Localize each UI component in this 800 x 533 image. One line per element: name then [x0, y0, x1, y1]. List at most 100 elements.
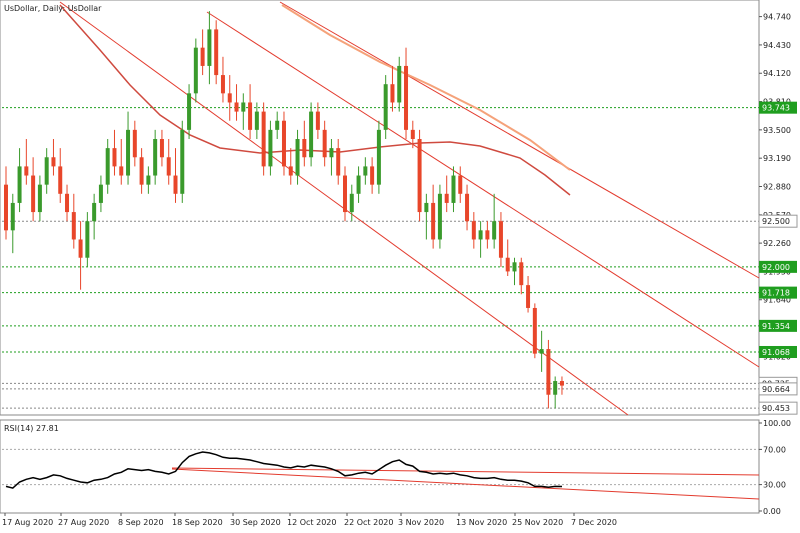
level-tag-label: 91.718	[762, 289, 790, 298]
candle-body	[390, 84, 395, 103]
candle-body	[227, 93, 232, 103]
candle-body	[254, 111, 259, 130]
candle-body	[465, 193, 470, 222]
candle-body	[207, 29, 212, 66]
chart-title: UsDollar, Daily: UsDollar	[4, 4, 102, 13]
candle-body	[17, 166, 22, 203]
price-tick-label: 94.430	[763, 41, 791, 50]
candle-body	[539, 349, 544, 354]
price-tick-label: 94.740	[763, 13, 791, 22]
candle-body	[404, 65, 409, 130]
candle-body	[546, 349, 551, 395]
level-tag-box	[758, 214, 798, 228]
candle-body	[451, 175, 456, 203]
price-tick-label: 93.500	[763, 126, 791, 135]
time-tick-label: 13 Nov 2020	[456, 518, 507, 527]
channel-upper-line	[279, 1, 760, 279]
candle-body	[173, 175, 178, 194]
rsi-title: RSI(14) 27.81	[4, 424, 59, 433]
candle-body	[180, 129, 185, 194]
candle-body	[51, 157, 56, 167]
ma-fast-line	[59, 4, 571, 196]
candle-body	[200, 47, 205, 66]
candle-body	[44, 157, 49, 185]
time-tick-label: 17 Aug 2020	[2, 518, 53, 527]
candle-body	[105, 148, 110, 185]
candle-body	[31, 175, 36, 213]
candle-body	[241, 102, 246, 112]
candle-body	[268, 129, 273, 167]
candle-body	[24, 166, 29, 176]
level-tag-box	[759, 345, 797, 358]
price-tick-label: 94.120	[763, 69, 791, 78]
candle-body	[376, 129, 381, 185]
candle-body	[302, 139, 307, 158]
price-tick-label: 92.260	[763, 239, 791, 248]
candle-body	[4, 184, 8, 231]
candle-body	[349, 193, 354, 213]
level-tag-box	[758, 401, 798, 415]
level-tag-label: 91.068	[762, 348, 790, 357]
time-tick-label: 18 Sep 2020	[172, 518, 223, 527]
level-tag-box	[759, 101, 797, 114]
candle-body	[343, 175, 347, 213]
candle-body	[220, 75, 225, 94]
candle-body	[153, 139, 158, 176]
candle-body	[383, 84, 388, 130]
candle-body	[315, 111, 320, 130]
candle-body	[417, 139, 422, 213]
rsi-tick-label: 30.00	[763, 481, 786, 490]
candle-body	[505, 257, 510, 272]
candle-body	[65, 193, 70, 213]
rsi-tick-label: 0.00	[763, 507, 781, 516]
price-tick-label: 92.880	[763, 182, 791, 191]
level-tag-label: 90.453	[762, 404, 790, 413]
rsi-axis: 100.00 70.00 30.00 0.00	[759, 419, 791, 516]
candle-body	[166, 157, 171, 176]
level-tag-box	[759, 260, 797, 273]
candle-body	[363, 166, 368, 176]
time-tick-label: 27 Aug 2020	[58, 518, 109, 527]
candle-body	[214, 29, 219, 76]
level-tag-label: 92.500	[762, 217, 790, 226]
candle-body	[471, 221, 476, 240]
candles	[4, 11, 564, 409]
candle-body	[437, 193, 442, 240]
level-tag-label: 91.354	[762, 322, 790, 331]
candle-body	[336, 148, 341, 176]
candle-body	[85, 221, 90, 258]
candle-body	[512, 262, 517, 272]
candle-body	[281, 120, 286, 167]
candle-body	[58, 166, 63, 194]
candle-body	[478, 230, 483, 240]
time-tick-label: 22 Oct 2020	[344, 518, 393, 527]
candle-body	[71, 212, 76, 240]
candle-body	[485, 230, 490, 240]
level-tag-box	[758, 382, 798, 396]
candle-body	[498, 221, 503, 258]
candle-body	[370, 166, 375, 185]
candle-body	[309, 111, 314, 158]
candle-body	[288, 166, 293, 176]
candle-body	[397, 65, 402, 103]
candle-body	[119, 166, 124, 176]
candle-body	[261, 111, 266, 167]
candle-body	[98, 184, 103, 203]
price-pane	[0, 0, 760, 416]
candle-body	[532, 307, 537, 354]
candle-body	[187, 93, 192, 130]
price-tick-label: 93.190	[763, 154, 791, 163]
candle-body	[295, 139, 300, 176]
candle-body	[126, 129, 131, 176]
time-tick-label: 25 Nov 2020	[512, 518, 563, 527]
candle-body	[458, 175, 463, 194]
rsi-tick-label: 70.00	[763, 445, 786, 454]
candle-body	[356, 175, 361, 194]
time-tick-label: 3 Nov 2020	[398, 518, 444, 527]
candle-body	[92, 202, 97, 222]
candle-body	[410, 129, 415, 139]
level-tag-label: 92.000	[762, 263, 790, 272]
candle-body	[322, 129, 327, 158]
price-tick-label: 91.640	[763, 296, 791, 305]
candle-body	[559, 381, 564, 386]
